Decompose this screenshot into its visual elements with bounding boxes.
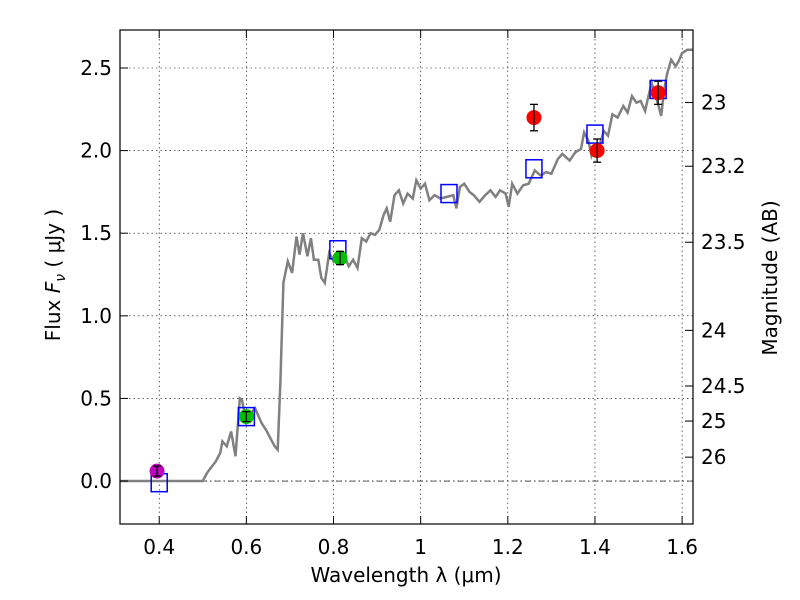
- y-tick-label: 1.5: [80, 221, 112, 245]
- x-tick-label: 1.6: [666, 535, 698, 559]
- x-tick-label: 0.4: [143, 535, 175, 559]
- y-tick-label: 2.0: [80, 139, 112, 163]
- axes: 0.4 0.6 0.8 1 1.2 1.4 1.6 0.0 0.5 1.0 1.5 2.0 2.5 23 2…: [80, 30, 746, 559]
- magnitude-tick-label: 26: [701, 445, 726, 469]
- y-tick-label: 0.0: [80, 469, 112, 493]
- magnitude-tick-label: 24: [701, 318, 726, 342]
- x-tick-label: 0.8: [318, 535, 350, 559]
- magnitude-tick-label: 23: [701, 91, 726, 115]
- model-photometry-square: [237, 406, 256, 427]
- model-spectrum-line: [120, 48, 693, 483]
- y-tick-label: 1.0: [80, 304, 112, 328]
- x-tick-label: 1.2: [492, 535, 524, 559]
- x-tick-label: 1.4: [579, 535, 611, 559]
- x-axis-label: Wavelength λ (μm): [310, 563, 501, 587]
- grid-lines: [120, 30, 693, 524]
- observed-photometry-markers: [149, 80, 666, 479]
- y-tick-label: 2.5: [80, 56, 112, 80]
- plot-frame: [119, 29, 694, 525]
- x-tick-label: 1: [414, 535, 427, 559]
- magnitude-tick-label: 23.2: [701, 154, 746, 178]
- magnitude-tick-label: 25: [701, 409, 726, 433]
- magnitude-tick-label: 23.5: [701, 230, 746, 254]
- y-tick-label: 0.5: [80, 386, 112, 410]
- model-photometry-square: [525, 159, 543, 179]
- magnitude-tick-label: 24.5: [701, 374, 746, 398]
- model-photometry-square: [586, 124, 604, 144]
- y-axis-label: Flux Fν ( μJy ): [41, 209, 69, 341]
- model-photometry-square: [440, 183, 458, 204]
- x-tick-label: 0.6: [230, 535, 262, 559]
- magnitude-axis-label: Magnitude (AB): [758, 200, 782, 355]
